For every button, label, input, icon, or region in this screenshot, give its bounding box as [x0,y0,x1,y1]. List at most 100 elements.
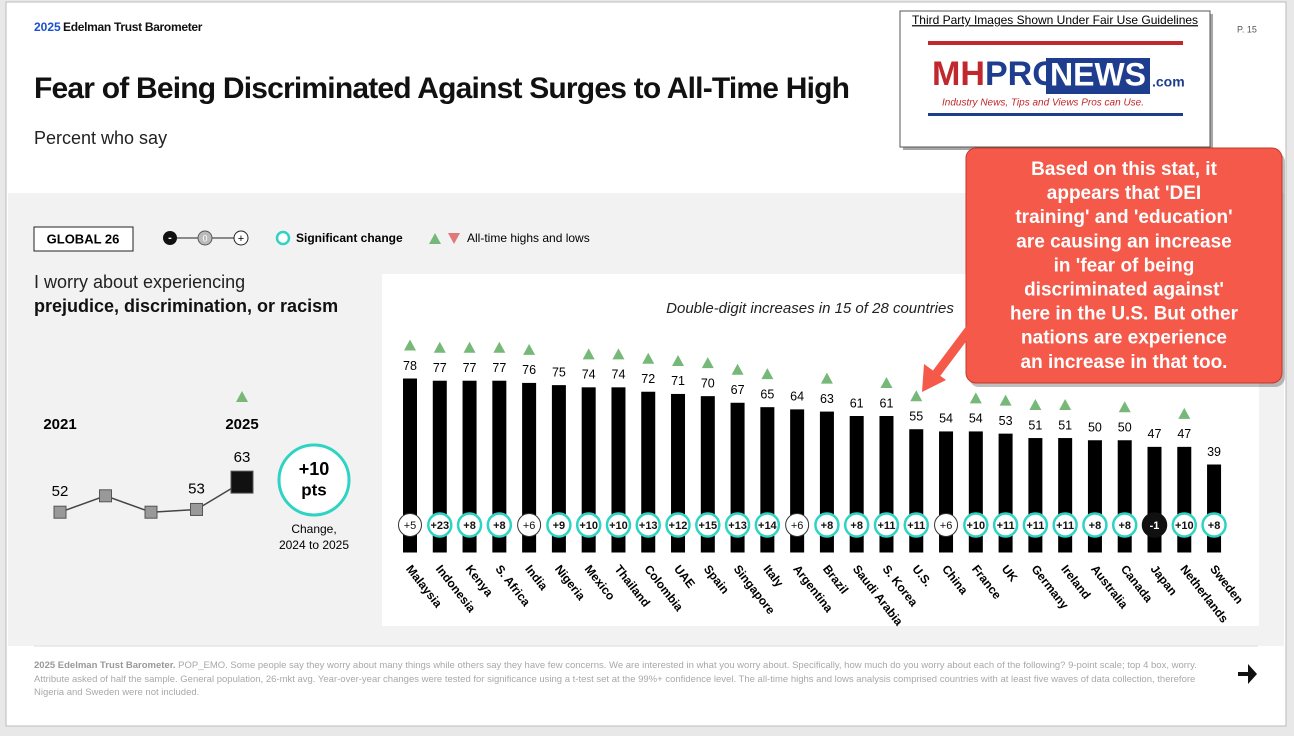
significance-label: Significant change [296,231,403,245]
high-marker [493,341,506,353]
year-label: 2021 [43,416,76,433]
callout-arrow-head [922,364,946,392]
point [190,502,203,516]
high-marker [731,363,744,375]
tagline: Industry News, Tips and Views Pros can U… [942,98,1144,109]
bar [403,378,417,553]
high-marker [701,357,714,369]
callout-arrow [932,323,976,377]
change-circle [992,512,1019,538]
value-label: 51 [1028,418,1042,432]
high-marker [820,372,833,384]
high-marker [433,341,446,353]
year-label: 2025 [225,416,258,433]
highs-label: All-time highs and lows [467,231,590,245]
change-circle [903,512,930,538]
change-label: +5 [404,520,417,532]
change-circle [1111,512,1138,538]
bar [522,382,537,553]
callout-line: in 'fear of being [1054,255,1195,276]
change-label: +15 [698,520,717,532]
logo-mh: MH [932,55,985,93]
high-marker [1059,399,1072,411]
change-circle [754,512,781,538]
significance-icon [275,230,291,246]
change-label: Change, [291,522,336,536]
value-label: 54 [939,412,953,426]
scale-plus [233,230,249,246]
value-label: 61 [850,396,864,410]
change-circle [605,512,632,538]
change-label: +8 [493,520,506,532]
callout-text: Based on this stat, it appears that 'DEI t… [1010,159,1239,373]
logo-news-box [1046,58,1150,94]
scale-zero-label: 0 [202,233,207,243]
high-marker [463,341,476,353]
value-label: 65 [760,387,774,401]
high-marker [969,392,982,404]
change-label: +23 [430,520,449,532]
logo-news: NEWS [1050,56,1146,92]
change-circle [1022,512,1049,538]
value-label: 61 [880,396,894,410]
change-circle [277,443,351,517]
next-arrow[interactable] [1238,664,1257,684]
bar [611,387,626,553]
low-icon [448,233,460,244]
value-label: 47 [1148,427,1162,441]
value-label: 50 [1088,421,1102,435]
footer-source: 2025 Edelman Trust Barometer. [34,660,176,671]
chart-subtitle: Double-digit increases in 15 of 28 count… [666,300,954,317]
callout-line: discriminated against' [1024,280,1224,301]
high-marker [1118,401,1131,413]
value-label: 74 [612,368,626,382]
change-label: +11 [877,520,895,532]
change-label: +9 [553,520,566,532]
logo-rule [928,41,1183,45]
change-circle [486,512,513,538]
callout-line: Based on this stat, it [1031,159,1217,180]
global-label: GLOBAL 26 [47,231,120,246]
value-label: 64 [790,390,804,404]
value-label: 77 [492,361,506,375]
bar [641,391,656,553]
callout-line: an increase in that too. [1021,352,1228,373]
callout-box [965,147,1283,384]
bar [432,380,447,553]
change-label: +10 [966,520,985,532]
logo-com: .com [1152,74,1185,90]
value-label: 51 [1058,418,1072,432]
change-circle [695,512,721,538]
change-circle [724,512,751,538]
change-circle [546,512,572,538]
change-label: +12 [669,520,688,532]
change-label: -1 [1150,520,1160,532]
high-marker [236,391,248,402]
change-circle [635,512,661,538]
change-value: +10 [299,459,330,479]
value-label: 67 [731,383,745,397]
change-label: +8 [1089,520,1102,532]
callout-line: nations are experience [1021,328,1227,349]
point [144,505,158,519]
change-circle [1201,512,1227,538]
value-label: 53 [188,480,205,497]
footer-text: POP_EMO. Some people say they worry abou… [34,660,1197,698]
change-label: +10 [579,520,598,532]
value-label: 78 [403,359,417,373]
change-circle [873,512,900,538]
change-circle [814,512,840,538]
change-circle [456,512,483,538]
callout-line: are causing an increase [1016,231,1231,252]
bar [1207,464,1222,553]
change-circle [934,513,959,537]
value-label: 54 [969,412,983,426]
change-label: +8 [850,520,863,532]
point [99,489,112,503]
change-circle [665,512,691,538]
value-label: 52 [52,483,69,500]
value-label: 76 [522,363,536,377]
change-label: +11 [1026,520,1044,532]
value-label: 55 [909,410,923,424]
high-marker [761,368,774,380]
